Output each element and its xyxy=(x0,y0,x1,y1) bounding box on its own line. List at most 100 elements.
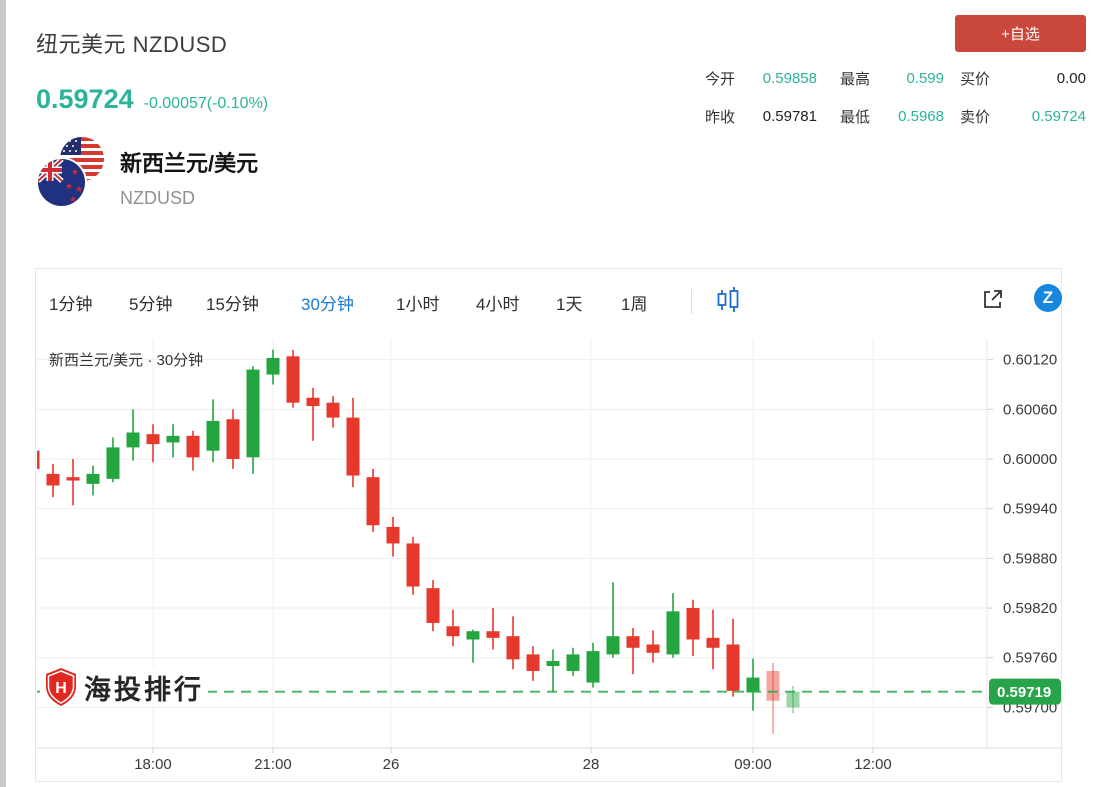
candle-7 xyxy=(166,435,180,443)
candlestick-chart-type-icon[interactable] xyxy=(715,284,743,321)
timeframe-30分钟[interactable]: 30分钟 xyxy=(301,295,354,314)
candle-31 xyxy=(646,644,660,653)
instrument-code: NZDUSD xyxy=(120,188,195,208)
y-axis-label: 0.59940 xyxy=(1003,501,1057,518)
timeframe-1分钟[interactable]: 1分钟 xyxy=(49,295,93,314)
current-price-badge xyxy=(989,678,1061,705)
candle-27 xyxy=(566,654,580,671)
timeframe-15分钟[interactable]: 15分钟 xyxy=(206,295,259,314)
external-link-icon[interactable] xyxy=(981,287,1005,316)
candle-19 xyxy=(406,543,420,587)
y-axis-label: 0.59820 xyxy=(1003,600,1057,617)
candle-5 xyxy=(126,432,140,448)
toolbar-divider xyxy=(691,289,692,314)
candle-28 xyxy=(586,651,600,683)
candle-15 xyxy=(326,402,340,418)
stat-label-最高: 最高 xyxy=(840,70,871,88)
candle-4 xyxy=(106,447,120,479)
y-axis-label: 0.60120 xyxy=(1003,352,1057,369)
x-axis-label: 18:00 xyxy=(134,756,172,773)
candle-29 xyxy=(606,636,620,655)
current-price-label: 0.59719 xyxy=(997,684,1051,701)
chart-title: 新西兰元/美元 · 30分钟 xyxy=(49,352,204,369)
stat-value-买价: 0.00 xyxy=(1056,69,1086,87)
x-axis-label: 12:00 xyxy=(854,756,892,773)
candle-0 xyxy=(37,450,40,469)
candle-35 xyxy=(726,644,740,691)
timeframe-1天[interactable]: 1天 xyxy=(556,295,583,314)
haitou-logo-text: 海投排行 xyxy=(84,674,204,705)
candle-6 xyxy=(146,434,160,445)
svg-text:★: ★ xyxy=(65,181,73,191)
candle-36 xyxy=(746,677,760,693)
candle-16 xyxy=(346,417,360,476)
stat-label-最低: 最低 xyxy=(840,108,871,126)
candle-30 xyxy=(626,636,640,648)
x-axis-label: 26 xyxy=(383,756,400,773)
stat-value-卖价: 0.59724 xyxy=(1031,107,1086,125)
candle-10 xyxy=(226,419,240,459)
price-row: 0.59724 -0.00057(-0.10%) xyxy=(36,84,268,115)
price-change: -0.00057(-0.10%) xyxy=(143,95,269,112)
candle-12 xyxy=(266,357,280,375)
z-logo-icon[interactable]: Z xyxy=(1034,284,1062,312)
candle-23 xyxy=(486,631,500,638)
candle-26 xyxy=(546,661,560,666)
x-axis-label: 09:00 xyxy=(734,756,772,773)
candle-37 xyxy=(766,670,780,701)
candle-2 xyxy=(66,477,80,481)
y-axis-label: 0.59880 xyxy=(1003,550,1057,567)
svg-text:★: ★ xyxy=(71,167,79,177)
nz-flag-icon: ★ ★ ★ ★ xyxy=(38,159,85,206)
candle-1 xyxy=(46,473,60,486)
timeframe-5分钟[interactable]: 5分钟 xyxy=(129,295,173,314)
candle-25 xyxy=(526,654,540,671)
candle-3 xyxy=(86,473,100,484)
haitou-shield-icon: H xyxy=(46,668,76,706)
stat-value-今开: 0.59858 xyxy=(762,69,817,87)
last-price: 0.59724 xyxy=(36,84,134,114)
chart-widget: 1分钟 5分钟 15分钟 30分钟 1小时 4小时 1天 1周 Z 新西兰元/美元 · 30分… xyxy=(35,268,1063,783)
candle-21 xyxy=(446,626,460,637)
page-edge-strip xyxy=(0,0,6,787)
instrument-name: 新西兰元/美元 xyxy=(120,151,259,176)
x-axis-label: 21:00 xyxy=(254,756,292,773)
stat-value-最高: 0.599 xyxy=(906,69,944,87)
timeframe-1小时[interactable]: 1小时 xyxy=(396,295,440,314)
candle-24 xyxy=(506,636,520,660)
y-axis-label: 0.60000 xyxy=(1003,451,1057,468)
candle-9 xyxy=(206,420,220,451)
y-axis-label: 0.60060 xyxy=(1003,401,1057,418)
page-title: 纽元美元 NZDUSD xyxy=(36,32,228,57)
candlestick-chart[interactable]: 0.60120 0.60060 0.60000 0.59940 0.59880 0.598… xyxy=(37,339,1063,783)
stat-label-买价: 买价 xyxy=(960,70,991,88)
candle-32 xyxy=(666,611,680,655)
svg-text:★: ★ xyxy=(75,184,83,194)
stat-label-卖价: 卖价 xyxy=(960,108,991,126)
stat-value-昨收: 0.59781 xyxy=(762,107,817,125)
svg-text:H: H xyxy=(55,680,67,697)
x-axis-label: 28 xyxy=(583,756,600,773)
candle-33 xyxy=(686,608,700,640)
add-watchlist-button[interactable]: +自选 xyxy=(955,15,1086,52)
candle-34 xyxy=(706,637,720,648)
candle-17 xyxy=(366,477,380,526)
stats-row-2: 昨收 0.59781 最低 0.5968 卖价 0.59724 xyxy=(705,105,1086,127)
timeframe-1周[interactable]: 1周 xyxy=(621,295,648,314)
stat-label-今开: 今开 xyxy=(705,70,736,88)
y-axis-label: 0.59760 xyxy=(1003,650,1057,667)
stat-label-昨收: 昨收 xyxy=(705,108,736,126)
candle-11 xyxy=(246,369,260,458)
timeframe-4小时[interactable]: 4小时 xyxy=(476,295,520,314)
stat-value-最低: 0.5968 xyxy=(898,107,944,125)
candle-14 xyxy=(306,397,320,407)
candle-8 xyxy=(186,435,200,458)
svg-text:★: ★ xyxy=(69,194,77,204)
stats-row-1: 今开 0.59858 最高 0.599 买价 0.00 xyxy=(705,67,1086,89)
candle-38 xyxy=(786,691,800,708)
candle-18 xyxy=(386,526,400,544)
candle-13 xyxy=(286,356,300,403)
currency-pair-flags: ★ ★ ★ ★ xyxy=(38,136,108,208)
haitou-logo: H 海投排行 xyxy=(40,667,208,707)
candle-20 xyxy=(426,588,440,623)
